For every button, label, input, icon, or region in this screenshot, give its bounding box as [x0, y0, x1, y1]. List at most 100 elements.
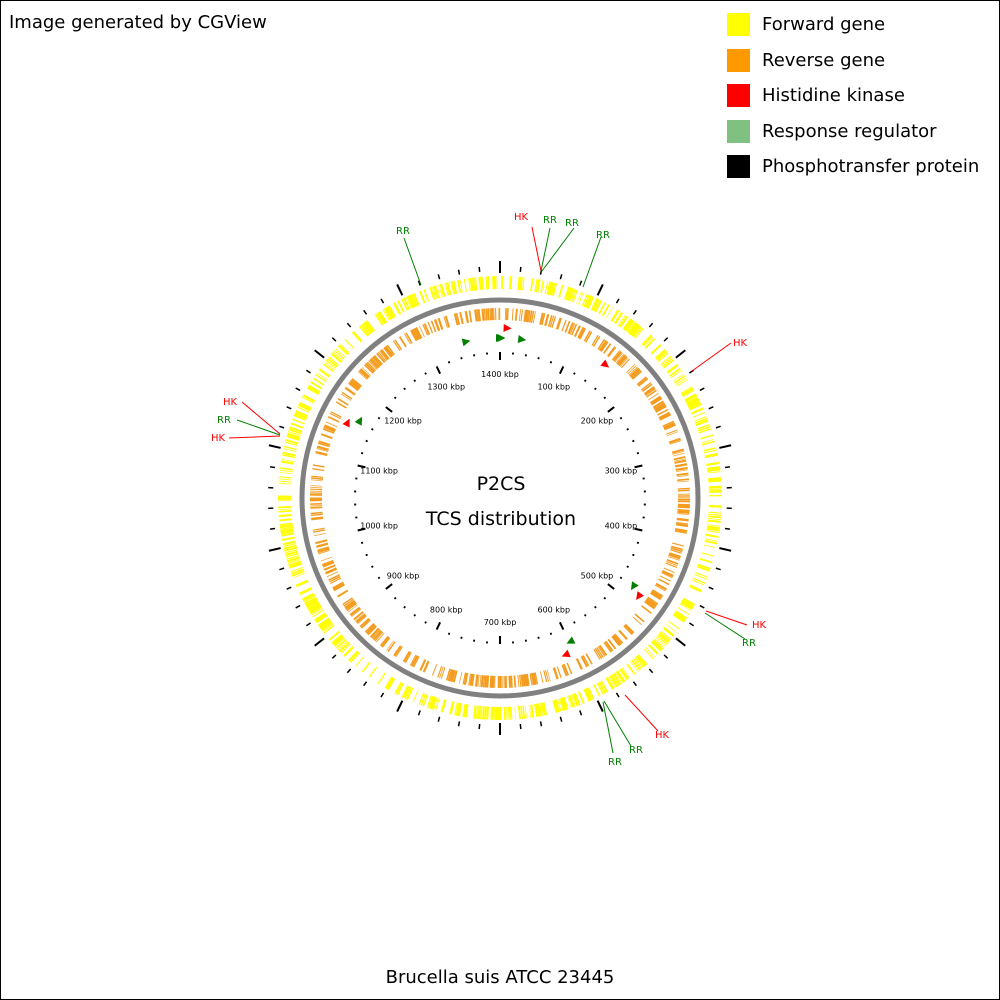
forward-gene [598, 681, 607, 694]
reverse-gene [427, 321, 434, 334]
callout-line [531, 226, 542, 272]
outer-minor-tick [632, 681, 637, 687]
forward-gene [674, 375, 686, 384]
reverse-gene [375, 632, 385, 643]
reverse-gene [377, 351, 387, 362]
outer-minor-tick [615, 692, 620, 698]
reverse-gene [514, 308, 518, 321]
forward-gene [287, 559, 301, 564]
reverse-gene [437, 665, 443, 678]
reverse-gene [555, 317, 563, 330]
callout-label-hk: HK [223, 397, 238, 408]
reverse-gene [645, 599, 657, 608]
inner-minor-tick [632, 439, 635, 443]
forward-gene [278, 482, 292, 485]
reverse-gene [520, 674, 524, 687]
forward-gene [455, 702, 461, 717]
forward-gene [401, 298, 409, 311]
forward-gene [361, 661, 371, 673]
inner-minor-tick [413, 379, 417, 383]
reverse-gene [619, 357, 629, 367]
forward-gene [278, 476, 293, 479]
forward-gene [705, 533, 719, 539]
outer-minor-tick [295, 387, 301, 392]
callout-label-rr: RR [608, 757, 622, 768]
reverse-gene [469, 673, 474, 686]
reverse-gene [666, 431, 679, 437]
reverse-gene [318, 550, 331, 555]
reverse-gene [626, 363, 636, 373]
reverse-gene [379, 635, 389, 647]
forward-gene [435, 697, 440, 711]
reverse-gene [482, 675, 486, 688]
forward-gene [656, 350, 668, 361]
reverse-gene [381, 636, 391, 648]
forward-gene [682, 390, 695, 398]
inner-minor-tick [626, 565, 629, 568]
forward-gene [284, 549, 298, 554]
reverse-gene [316, 445, 329, 451]
reverse-gene [376, 352, 386, 364]
forward-gene [404, 686, 412, 699]
reverse-gene [369, 627, 380, 638]
forward-gene [320, 620, 333, 631]
reverse-gene [481, 308, 485, 321]
forward-gene [592, 299, 601, 312]
legend: Forward gene Reverse gene Histidine kina… [727, 7, 979, 185]
reverse-gene [474, 309, 478, 322]
reverse-gene [513, 675, 517, 688]
callout-line [624, 694, 659, 732]
reverse-gene [395, 646, 403, 658]
forward-gene [301, 396, 315, 404]
outer-minor-tick [437, 274, 441, 280]
forward-gene [306, 386, 320, 395]
outer-major-tick [314, 349, 325, 359]
inner-minor-tick [377, 416, 381, 420]
reverse-gene [676, 521, 689, 525]
outer-minor-tick [715, 567, 721, 571]
reverse-gene [487, 308, 490, 321]
reverse-gene [658, 411, 671, 420]
callout-label-rr: RR [396, 226, 410, 237]
forward-gene [635, 655, 647, 667]
center-subtitle: TCS distribution [425, 508, 577, 530]
reverse-gene [603, 343, 612, 354]
callout-line [691, 342, 732, 372]
reverse-gene [316, 542, 329, 548]
reverse-gene [520, 309, 523, 322]
forward-gene [459, 279, 463, 293]
forward-gene [282, 540, 296, 546]
reverse-gene [369, 358, 379, 369]
forward-gene [336, 638, 347, 649]
reverse-gene [365, 623, 376, 635]
forward-gene [535, 703, 541, 717]
reverse-gene [652, 400, 665, 409]
forward-gene [303, 595, 316, 603]
reverse-gene [475, 309, 480, 322]
callout-line [236, 419, 281, 436]
forward-gene [701, 438, 715, 444]
forward-gene [328, 356, 340, 366]
forward-gene [611, 674, 620, 686]
forward-gene [456, 279, 462, 293]
forward-gene [572, 289, 578, 303]
reverse-gene [641, 382, 652, 391]
reverse-gene [337, 397, 349, 406]
forward-gene [458, 703, 463, 717]
outer-minor-tick [457, 721, 461, 727]
forward-gene [383, 307, 393, 320]
callout-line [403, 237, 422, 286]
forward-gene [295, 579, 309, 588]
legend-swatch-phosphotransfer-protein [727, 155, 750, 179]
reverse-gene [373, 354, 383, 366]
forward-gene [670, 369, 682, 379]
forward-gene [454, 702, 458, 716]
forward-gene [666, 624, 677, 633]
inner-major-tick [385, 406, 393, 413]
reverse-gene [615, 353, 625, 364]
forward-gene [289, 426, 303, 433]
forward-gene [406, 295, 415, 309]
outer-minor-tick [286, 586, 292, 590]
forward-gene [292, 418, 305, 425]
